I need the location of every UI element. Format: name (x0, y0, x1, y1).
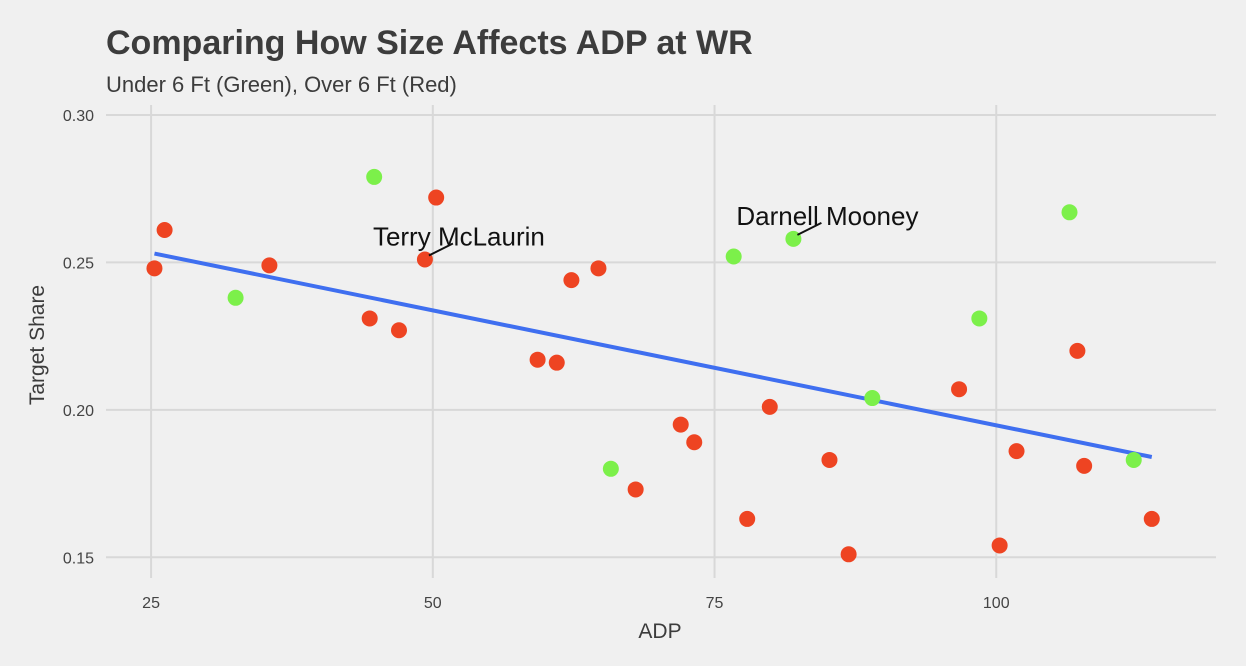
point-over-6ft (627, 481, 644, 498)
x-tick-label: 50 (424, 595, 442, 612)
point-over-6ft (672, 416, 689, 433)
point-over-6ft (1069, 342, 1086, 359)
point-over-6ft (821, 451, 838, 468)
point-over-6ft (156, 221, 173, 238)
point-under-6ft (366, 168, 383, 185)
point-over-6ft (951, 381, 968, 398)
annotation-label: Darnell Mooney (736, 201, 918, 231)
point-under-6ft (227, 289, 244, 306)
point-over-6ft (563, 272, 580, 289)
x-axis-title: ADP (638, 620, 681, 643)
trend-line (154, 251, 1153, 459)
point-over-6ft (548, 354, 565, 371)
point-under-6ft (1061, 204, 1078, 221)
annotations: Terry McLaurin Darnell Mooney (373, 201, 918, 257)
annotation-leader-line (796, 221, 822, 236)
y-tick-label: 0.25 (63, 255, 94, 272)
chart-title: Comparing How Size Affects ADP at WR (106, 24, 753, 62)
point-over-6ft (590, 260, 607, 277)
point-over-6ft (428, 189, 445, 206)
tick-labels: 0.15 0.20 0.25 0.30 25 50 75 100 (63, 108, 1010, 612)
annotation-leader-line (428, 242, 454, 257)
x-tick-label: 25 (142, 595, 160, 612)
y-axis-title: Target Share (26, 285, 49, 405)
point-under-6ft (602, 460, 619, 477)
x-tick-label: 100 (983, 595, 1010, 612)
point-under-6ft (864, 390, 881, 407)
point-over-6ft (361, 310, 378, 327)
point-over-6ft (1008, 443, 1025, 460)
point-over-6ft (529, 351, 546, 368)
point-over-6ft (1076, 457, 1093, 474)
point-over-6ft (261, 257, 278, 274)
point-over-6ft (146, 260, 163, 277)
y-tick-label: 0.20 (63, 403, 94, 420)
y-tick-label: 0.30 (63, 108, 94, 125)
point-over-6ft (390, 322, 407, 339)
annotation-label: Terry McLaurin (373, 221, 545, 251)
trend-line-group (154, 251, 1153, 459)
point-over-6ft (686, 434, 703, 451)
point-over-6ft (991, 537, 1008, 554)
point-over-6ft (739, 510, 756, 527)
grid-lines (106, 105, 1216, 578)
point-over-6ft (1143, 510, 1160, 527)
chart-subtitle: Under 6 Ft (Green), Over 6 Ft (Red) (106, 72, 457, 97)
point-over-6ft (761, 398, 778, 415)
point-over-6ft (840, 546, 857, 563)
data-points (146, 168, 1160, 563)
y-tick-label: 0.15 (63, 550, 94, 567)
point-under-6ft (971, 310, 988, 327)
x-tick-label: 75 (706, 595, 724, 612)
point-under-6ft (1125, 451, 1142, 468)
point-under-6ft (725, 248, 742, 265)
point-over-6ft (416, 251, 433, 268)
